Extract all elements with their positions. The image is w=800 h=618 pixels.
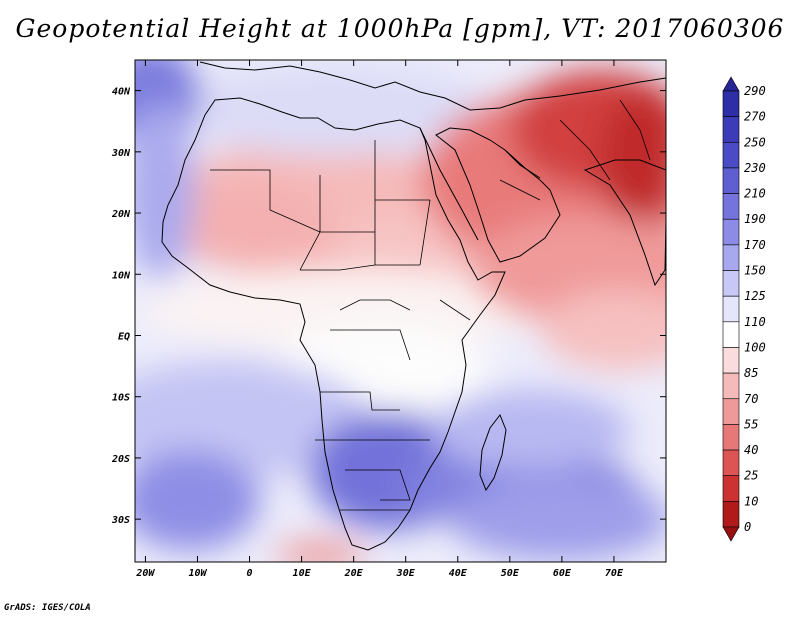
y-axis: 40N 30N 20N 10N EQ 10S 20S 30S xyxy=(111,87,131,527)
colorbar-swatch xyxy=(722,321,740,348)
madagascar-coastline xyxy=(479,413,507,492)
y-tick-label: 20S xyxy=(111,454,130,465)
y-tick-label: 30N xyxy=(111,148,131,159)
colorbar-swatch xyxy=(722,244,740,271)
colorbar-swatch xyxy=(722,295,740,323)
chart-title: Geopotential Height at 1000hPa [gpm], VT… xyxy=(15,14,785,43)
y-tick-label: 40N xyxy=(112,87,131,98)
colorbar-label: 100 xyxy=(744,340,766,354)
colorbar-label: 150 xyxy=(744,264,766,278)
y-tick-label: 10S xyxy=(112,393,130,404)
colorbar-swatch xyxy=(722,90,740,117)
colorbar-cap-top xyxy=(722,76,740,92)
x-tick-label: 10E xyxy=(293,568,312,579)
colorbar-cap-bottom xyxy=(722,526,740,542)
y-tick-label: 10N xyxy=(112,270,131,281)
colorbar-swatch xyxy=(722,449,740,477)
colorbar-swatch xyxy=(722,347,740,374)
x-tick-label: 40E xyxy=(449,568,468,579)
arabia-coastline xyxy=(435,127,561,263)
y-tick-label: 20N xyxy=(111,209,131,220)
colorbar-swatch xyxy=(722,501,740,528)
colorbar-label: 40 xyxy=(744,443,758,457)
colorbar-swatch xyxy=(722,398,740,425)
colorbar-swatch xyxy=(722,167,740,194)
colorbar-swatch xyxy=(722,116,740,143)
colorbar-label: 55 xyxy=(744,417,758,431)
coastlines xyxy=(161,61,666,551)
x-tick-label: 20W xyxy=(135,568,155,579)
colorbar-label: 290 xyxy=(744,84,766,98)
map-frame xyxy=(134,59,667,563)
x-tick-label: 10W xyxy=(188,568,207,579)
colorbar-label: 85 xyxy=(744,366,758,380)
grads-credit: GrADS: IGES/COLA xyxy=(4,603,91,613)
x-axis: 20W 10W 0 10E 20E 30E 40E 50E 60E 70E xyxy=(135,568,624,579)
colorbar-label: 110 xyxy=(744,315,766,329)
colorbar-label: 10 xyxy=(744,494,758,508)
europe-coastline xyxy=(199,61,666,111)
x-tick-label: 20E xyxy=(344,568,364,579)
colorbar: 2902702502302101901701501251101008570554… xyxy=(722,76,766,542)
y-tick-label: 30S xyxy=(111,515,130,526)
colorbar-label: 230 xyxy=(744,161,766,175)
colorbar-swatch xyxy=(722,424,740,451)
axis-ticks xyxy=(135,60,666,562)
colorbar-label: 70 xyxy=(744,392,758,406)
height-field xyxy=(135,60,666,562)
y-tick-label: EQ xyxy=(118,331,130,342)
colorbar-label: 270 xyxy=(744,110,766,124)
x-tick-label: 0 xyxy=(247,568,253,579)
colorbar-label: 0 xyxy=(744,520,751,534)
colorbar-label: 250 xyxy=(744,135,766,149)
colorbar-label: 210 xyxy=(744,187,766,201)
africa-coastline xyxy=(161,97,506,551)
x-tick-label: 60E xyxy=(553,568,572,579)
colorbar-label: 25 xyxy=(744,469,758,483)
colorbar-swatch xyxy=(722,141,740,169)
colorbar-swatch xyxy=(722,372,740,400)
x-tick-label: 30E xyxy=(396,568,416,579)
country-borders xyxy=(210,99,651,511)
colorbar-swatch xyxy=(722,475,740,502)
colorbar-swatch xyxy=(722,193,740,220)
colorbar-swatch xyxy=(722,218,740,246)
red-sea xyxy=(419,127,479,241)
colorbar-swatch xyxy=(722,270,740,297)
colorbar-label: 125 xyxy=(744,289,766,303)
x-tick-label: 50E xyxy=(501,568,520,579)
india-coastline xyxy=(583,159,666,287)
colorbar-label: 170 xyxy=(744,238,766,252)
x-tick-label: 70E xyxy=(605,568,624,579)
colorbar-label: 190 xyxy=(744,212,766,226)
persian-gulf xyxy=(504,149,541,179)
